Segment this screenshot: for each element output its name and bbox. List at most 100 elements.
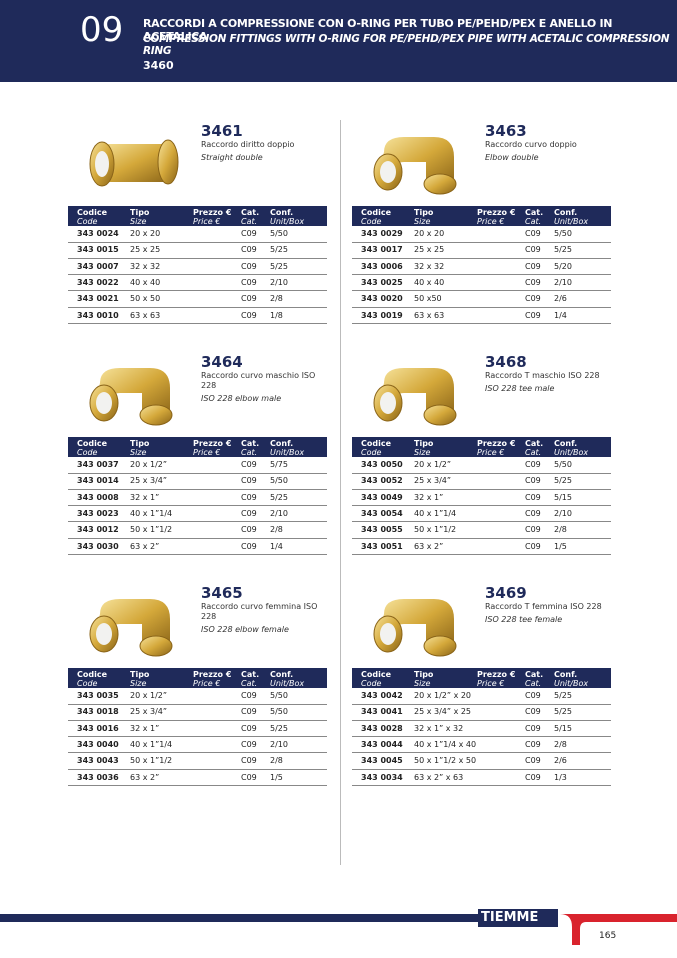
column-header: Conf. Unit/Box xyxy=(270,670,304,688)
table-cell: 32 x 32 xyxy=(414,261,445,271)
table-cell: 343 0055 xyxy=(361,525,403,535)
table-cell: 343 0036 xyxy=(77,772,119,782)
column-header-en: Size xyxy=(414,679,431,688)
table-cell: 5/50 xyxy=(270,229,288,238)
table-cell: C09 xyxy=(241,723,257,733)
table-cell: 50 x 1”1/2 xyxy=(130,525,173,535)
column-header-en: Code xyxy=(77,217,98,226)
column-header-it: Cat. xyxy=(241,439,260,448)
product-name-en: Straight double xyxy=(201,153,263,162)
product-code: 3463 xyxy=(485,122,527,140)
column-header-it: Prezzo € xyxy=(193,439,232,448)
table-cell: C09 xyxy=(241,772,257,782)
row-line xyxy=(68,505,327,507)
column-header-it: Codice xyxy=(77,670,108,679)
table-cell: C09 xyxy=(241,294,257,304)
product-name-en: ISO 228 elbow female xyxy=(201,625,289,634)
table-cell: 2/10 xyxy=(554,277,572,287)
row-line xyxy=(68,752,327,754)
table-cell: C09 xyxy=(241,508,257,518)
column-header: Prezzo € Price € xyxy=(193,208,231,226)
table-cell: 5/15 xyxy=(554,723,572,733)
column-header-en: Unit/Box xyxy=(554,448,589,457)
table-cell: 343 0050 xyxy=(361,460,403,469)
column-header-en: Unit/Box xyxy=(270,217,305,226)
column-header-it: Tipo xyxy=(130,670,150,679)
product-code: 3465 xyxy=(201,584,243,602)
column-header-it: Codice xyxy=(361,208,392,217)
column-header: Cat. Cat. xyxy=(525,208,543,226)
column-header-it: Tipo xyxy=(414,439,434,448)
column-header-it: Cat. xyxy=(525,670,544,679)
table-cell: C09 xyxy=(241,229,257,238)
column-header-it: Prezzo € xyxy=(193,208,232,217)
row-line xyxy=(68,274,327,276)
column-header-it: Tipo xyxy=(414,208,434,217)
table-cell: 2/10 xyxy=(270,508,288,518)
table-cell: 40 x 1”1/4 x 40 xyxy=(414,739,477,749)
table-cell: 32 x 1” xyxy=(414,492,444,502)
table-cell: 50 x 1”1/2 xyxy=(414,525,457,535)
column-header: Cat. Cat. xyxy=(241,439,259,457)
column-header-en: Unit/Box xyxy=(270,448,305,457)
table-cell: 343 0030 xyxy=(77,541,119,551)
product-image xyxy=(373,137,457,195)
table-cell: 2/10 xyxy=(270,739,288,749)
table-cell: 25 x 3/4” x 25 xyxy=(414,707,472,717)
row-line xyxy=(68,306,327,308)
column-header: Prezzo € Price € xyxy=(477,439,515,457)
table-cell: 343 0054 xyxy=(361,508,403,518)
column-header-en: Size xyxy=(130,679,147,688)
product-heading: 3469 Raccordo T femmina ISO 228 ISO 228 te… xyxy=(485,584,607,625)
column-header-it: Conf. xyxy=(270,670,294,679)
table-cell: 343 0044 xyxy=(361,739,403,749)
table-cell: C09 xyxy=(525,525,541,535)
column-header-it: Conf. xyxy=(554,670,578,679)
table-cell: 32 x 1” xyxy=(130,492,160,502)
table-cell: C09 xyxy=(241,245,257,255)
table-cell: 343 0022 xyxy=(77,277,119,287)
product-code: 3469 xyxy=(485,584,527,602)
table-cell: 50 x 1”1/2 xyxy=(130,756,173,766)
table-cell: 5/25 xyxy=(270,723,288,733)
column-header-en: Unit/Box xyxy=(554,679,589,688)
row-line xyxy=(352,752,611,754)
table-cell: 343 0018 xyxy=(77,707,119,717)
column-header: Codice Code xyxy=(361,208,391,226)
table-cell: 50 x 50 xyxy=(130,294,161,304)
column-header-it: Cat. xyxy=(241,670,260,679)
table-cell: 343 0010 xyxy=(77,310,119,320)
column-header-it: Prezzo € xyxy=(477,208,516,217)
column-header-en: Size xyxy=(414,448,431,457)
column-header-it: Codice xyxy=(77,208,108,217)
product-code: 3468 xyxy=(485,353,527,371)
product-heading: 3463 Raccordo curvo doppio Elbow double xyxy=(485,122,607,163)
column-header-en: Price € xyxy=(193,448,221,457)
product-name-it: Raccordo T maschio ISO 228 xyxy=(485,371,600,380)
row-line xyxy=(352,472,611,474)
table-cell: 343 0007 xyxy=(77,261,119,271)
table-cell: 5/25 xyxy=(270,261,288,271)
table-cell: C09 xyxy=(525,723,541,733)
column-header-it: Prezzo € xyxy=(477,439,516,448)
table-cell: 2/6 xyxy=(554,294,567,304)
table-cell: 343 0014 xyxy=(77,476,119,486)
column-header-en: Code xyxy=(361,679,382,688)
row-line xyxy=(352,554,611,555)
table-cell: C09 xyxy=(525,261,541,271)
table-cell: 5/25 xyxy=(270,245,288,255)
row-line xyxy=(68,472,327,474)
column-header: Cat. Cat. xyxy=(241,670,259,688)
table-cell: 343 0020 xyxy=(361,294,403,304)
table-cell: 343 0035 xyxy=(77,691,119,700)
table-cell: 50 x 1”1/2 x 50 xyxy=(414,756,477,766)
row-line xyxy=(352,537,611,539)
table-cell: C09 xyxy=(525,460,541,469)
product-heading: 3468 Raccordo T maschio ISO 228 ISO 228 te… xyxy=(485,353,607,394)
table-cell: 343 0051 xyxy=(361,541,403,551)
footer-graphic xyxy=(0,909,677,945)
table-cell: 343 0019 xyxy=(361,310,403,320)
column-header-en: Price € xyxy=(193,217,221,226)
table-cell: 1/3 xyxy=(554,772,567,782)
table-cell: 40 x 40 xyxy=(130,277,161,287)
